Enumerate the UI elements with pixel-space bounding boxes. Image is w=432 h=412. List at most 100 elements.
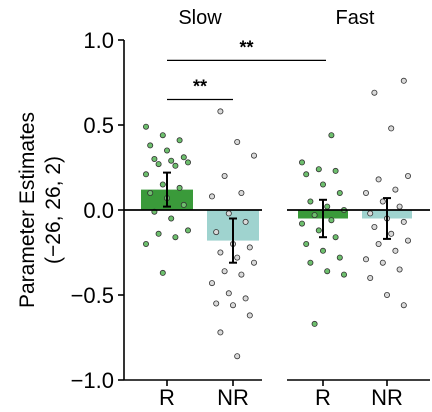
data-point [221, 172, 228, 179]
data-point [375, 240, 382, 247]
data-point [142, 240, 149, 247]
data-point [217, 249, 224, 256]
data-point [371, 89, 378, 96]
data-point [324, 203, 331, 210]
x-tick-label-nr: NR [217, 385, 249, 410]
data-point [332, 234, 339, 241]
data-point [298, 159, 305, 166]
significance-label: ** [239, 37, 253, 57]
data-point [250, 259, 257, 266]
y-tick-label: −0.5 [71, 283, 114, 308]
data-point [225, 210, 232, 217]
data-point [367, 274, 374, 281]
data-point [324, 268, 331, 275]
panel-title-fast: Fast [336, 7, 375, 29]
data-point [159, 132, 166, 139]
data-point [172, 162, 179, 169]
data-point [221, 268, 228, 275]
data-point [396, 203, 403, 210]
plot-area: 1.0 0.5 0.0 −0.5 −1.0 Slow R NR Fast R NR ** ** [71, 7, 430, 410]
data-point [362, 189, 369, 196]
data-point [163, 147, 170, 154]
data-point [217, 329, 224, 336]
data-point [298, 220, 305, 227]
data-point [208, 193, 215, 200]
data-point [379, 259, 386, 266]
data-point [213, 229, 220, 236]
data-point [229, 302, 236, 309]
data-point [307, 259, 314, 266]
data-point [400, 77, 407, 84]
data-point [142, 123, 149, 130]
data-point [340, 271, 347, 278]
data-point [367, 210, 374, 217]
data-point [328, 132, 335, 139]
y-tick-label: 0.0 [83, 198, 114, 223]
y-tick-label: −1.0 [71, 368, 114, 393]
data-point [242, 218, 249, 225]
data-point [238, 271, 245, 278]
data-point [180, 201, 187, 208]
y-tick-label: 1.0 [83, 28, 114, 53]
data-point [142, 171, 149, 178]
data-point [159, 181, 166, 188]
data-point [217, 108, 224, 115]
data-point [332, 167, 339, 174]
data-point [383, 291, 390, 298]
data-point [404, 237, 411, 244]
data-point [303, 240, 310, 247]
data-point [168, 157, 175, 164]
data-point [311, 320, 318, 327]
data-point [147, 189, 154, 196]
x-tick-label-r: R [315, 385, 331, 410]
data-point [388, 125, 395, 132]
data-point [168, 215, 175, 222]
data-point [371, 223, 378, 230]
data-point [151, 155, 158, 162]
data-point [400, 302, 407, 309]
x-tick-label-r: R [159, 385, 175, 410]
data-point [246, 312, 253, 319]
data-point [319, 247, 326, 254]
data-point [336, 254, 343, 261]
data-point [184, 159, 191, 166]
data-point [242, 295, 249, 302]
x-tick-label-nr: NR [371, 385, 403, 410]
data-point [392, 186, 399, 193]
data-point [303, 171, 310, 178]
data-point [319, 181, 326, 188]
data-point [208, 280, 215, 287]
panel-title-slow: Slow [178, 7, 222, 29]
data-point [379, 198, 386, 205]
data-point [213, 300, 220, 307]
data-point [184, 227, 191, 234]
data-point [400, 218, 407, 225]
data-point [238, 189, 245, 196]
data-point [307, 198, 314, 205]
y-axis-label-line-2: (−26, 26, 2) [42, 156, 65, 264]
data-point [155, 230, 162, 237]
data-point [234, 138, 241, 145]
data-point [336, 189, 343, 196]
data-point [311, 212, 318, 219]
data-point [392, 247, 399, 254]
data-point [176, 137, 183, 144]
data-point [388, 230, 395, 237]
data-point [172, 234, 179, 241]
data-point [250, 152, 257, 159]
data-point [234, 254, 241, 261]
data-point [246, 244, 253, 251]
data-point [362, 256, 369, 263]
data-point [315, 166, 322, 173]
data-point [180, 154, 187, 161]
data-point [176, 184, 183, 191]
data-point [404, 172, 411, 179]
data-point [147, 142, 154, 149]
significance-label: ** [193, 77, 207, 97]
data-point [328, 217, 335, 224]
data-point [155, 161, 162, 168]
data-point [234, 353, 241, 360]
y-tick-label: 0.5 [83, 113, 114, 138]
data-point [396, 266, 403, 273]
